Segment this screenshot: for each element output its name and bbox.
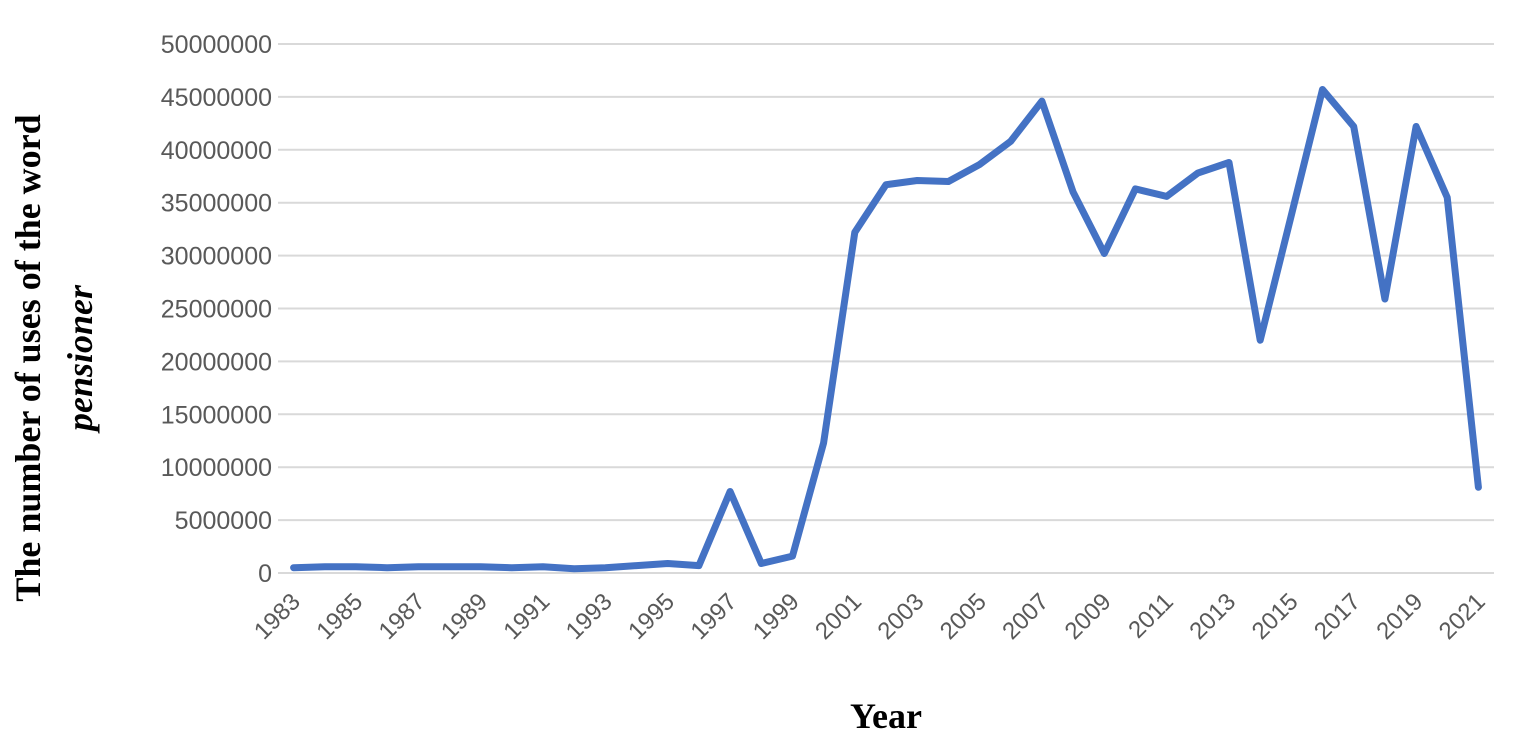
x-tick-label: 1997: [686, 588, 743, 645]
x-tick-label: 1993: [561, 588, 618, 645]
series-line: [290, 86, 1482, 573]
x-tick-label: 2009: [1060, 588, 1117, 645]
y-tick-label: 35000000: [161, 190, 272, 218]
x-tick-label: 1995: [623, 588, 680, 645]
x-tick-label: 1991: [498, 588, 555, 645]
x-tick-label: 2011: [1123, 588, 1179, 644]
x-tick-label: 1987: [374, 588, 431, 645]
x-axis-title: Year: [850, 696, 922, 736]
gridlines: [278, 43, 1494, 574]
y-tick-label: 0: [258, 560, 272, 588]
x-tick-label: 1989: [436, 588, 493, 645]
y-tick-label: 30000000: [161, 243, 272, 271]
y-axis-title-line-2: pensioner: [60, 284, 100, 434]
y-axis-title-line-1: The number of uses of the word: [8, 114, 48, 601]
y-axis-ticks: 0 5000000 10000000 15000000 20000000 25000000…: [161, 31, 272, 588]
x-tick-label: 2017: [1309, 588, 1366, 645]
x-axis-ticks: 1983 1985 1987 1989 1991 1993 1995 1997 1999 2001…: [249, 588, 1491, 645]
y-tick-label: 45000000: [161, 84, 272, 112]
x-tick-label: 2021: [1434, 588, 1491, 645]
x-tick-label: 1985: [311, 588, 368, 645]
y-tick-label: 40000000: [161, 137, 272, 165]
x-tick-label: 1999: [748, 588, 805, 645]
series-layer: [290, 86, 1482, 573]
x-tick-label: 2015: [1247, 588, 1304, 645]
x-tick-label: 2019: [1371, 588, 1428, 645]
x-tick-label: 2001: [810, 588, 867, 645]
x-tick-label: 1983: [249, 588, 306, 645]
y-tick-label: 50000000: [161, 31, 272, 59]
y-tick-label: 20000000: [161, 348, 272, 376]
x-tick-label: 2005: [935, 588, 992, 645]
y-tick-label: 10000000: [161, 454, 272, 482]
x-tick-label: 2007: [997, 588, 1054, 645]
y-tick-label: 15000000: [161, 401, 272, 429]
y-tick-label: 25000000: [161, 296, 272, 324]
x-tick-label: 2013: [1184, 588, 1241, 645]
x-tick-label: 2003: [873, 588, 930, 645]
y-tick-label: 5000000: [175, 507, 272, 535]
